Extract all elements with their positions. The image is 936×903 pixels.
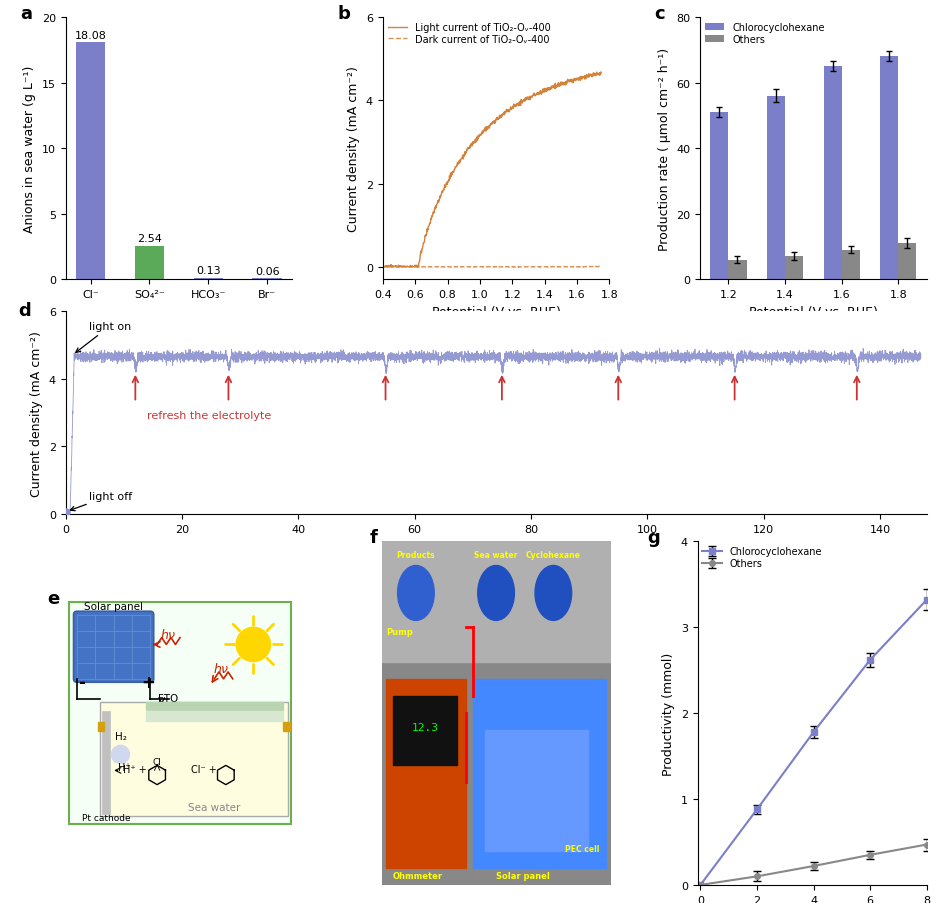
Bar — [76, 43, 105, 280]
Dark current of TiO₂-Oᵥ-400 — [510, 262, 521, 273]
Text: H⁺: H⁺ — [118, 762, 131, 773]
Light current of TiO₂-Oᵥ-400 — [391, 262, 402, 273]
Text: 2.54: 2.54 — [137, 234, 162, 244]
Text: Ohmmeter: Ohmmeter — [393, 871, 443, 880]
Bar — [824, 67, 841, 280]
Text: c: c — [654, 5, 665, 23]
Circle shape — [111, 745, 130, 764]
Text: H⁺ +: H⁺ + — [123, 764, 147, 774]
Text: refresh the electrolyte: refresh the electrolyte — [147, 410, 271, 420]
Text: light off: light off — [70, 491, 132, 511]
Text: a: a — [21, 5, 32, 23]
Legend: Chlorocyclohexane, Others: Chlorocyclohexane, Others — [703, 546, 822, 569]
Circle shape — [477, 566, 515, 620]
Dark current of TiO₂-Oᵥ-400 — [565, 262, 577, 273]
Text: FTO: FTO — [158, 693, 179, 703]
Bar — [382, 542, 610, 662]
Text: TiO₂-Oᵥ: TiO₂-Oᵥ — [196, 708, 233, 718]
Circle shape — [236, 628, 271, 662]
FancyBboxPatch shape — [74, 611, 154, 683]
FancyBboxPatch shape — [69, 602, 291, 824]
Light current of TiO₂-Oᵥ-400 — [595, 69, 607, 79]
X-axis label: Potential (V vs. RHE): Potential (V vs. RHE) — [431, 305, 561, 318]
Y-axis label: Current density (mA cm⁻²): Current density (mA cm⁻²) — [347, 66, 360, 232]
Y-axis label: Productivity (mmol): Productivity (mmol) — [662, 652, 675, 775]
X-axis label: Potential (V vs. RHE): Potential (V vs. RHE) — [749, 305, 878, 318]
Circle shape — [398, 566, 434, 620]
Text: e: e — [47, 590, 60, 608]
Bar — [841, 250, 860, 280]
Text: $h\nu$: $h\nu$ — [213, 661, 229, 675]
Text: 0.13: 0.13 — [196, 265, 221, 275]
Text: PEC cell: PEC cell — [564, 843, 599, 852]
Text: Products: Products — [397, 550, 435, 559]
Bar — [135, 247, 164, 280]
Text: f: f — [370, 528, 378, 546]
Light current of TiO₂-Oᵥ-400 — [377, 262, 388, 273]
Y-axis label: Anions in sea water (g L⁻¹): Anions in sea water (g L⁻¹) — [23, 65, 37, 233]
Light current of TiO₂-Oᵥ-400 — [565, 77, 577, 88]
Text: Sea water: Sea water — [188, 803, 241, 813]
Text: Cl: Cl — [153, 757, 162, 766]
Text: 0.06: 0.06 — [255, 266, 280, 276]
Legend: Light current of TiO₂-Oᵥ-400, Dark current of TiO₂-Oᵥ-400: Light current of TiO₂-Oᵥ-400, Dark curre… — [388, 23, 550, 45]
X-axis label: Time (h): Time (h) — [470, 540, 522, 553]
Y-axis label: Current density (mA cm⁻²): Current density (mA cm⁻²) — [30, 330, 43, 496]
Bar — [102, 711, 110, 814]
Text: -: - — [78, 674, 85, 692]
Text: Cl⁻ +: Cl⁻ + — [192, 764, 217, 774]
Text: d: d — [18, 302, 31, 320]
Text: Solar panel: Solar panel — [496, 871, 550, 880]
Text: b: b — [338, 5, 350, 23]
Bar — [485, 731, 588, 851]
Bar — [146, 702, 283, 710]
Light current of TiO₂-Oᵥ-400 — [377, 262, 388, 273]
Light current of TiO₂-Oᵥ-400 — [505, 105, 516, 116]
Bar — [880, 58, 899, 280]
Text: 12.3: 12.3 — [412, 722, 439, 732]
Bar — [393, 696, 457, 765]
Text: Solar panel: Solar panel — [84, 601, 143, 611]
Text: +: + — [141, 674, 155, 692]
Bar — [728, 260, 747, 280]
Light current of TiO₂-Oᵥ-400 — [517, 98, 528, 109]
Text: Sea water: Sea water — [475, 550, 518, 559]
Dark current of TiO₂-Oᵥ-400 — [505, 262, 516, 273]
Light current of TiO₂-Oᵥ-400 — [595, 68, 607, 79]
Text: H₂: H₂ — [115, 731, 126, 741]
Bar — [283, 722, 290, 731]
Bar — [146, 711, 283, 721]
Text: g: g — [647, 528, 660, 546]
Text: Cyclohexane: Cyclohexane — [526, 550, 580, 559]
Text: Pump: Pump — [387, 628, 413, 637]
Dark current of TiO₂-Oᵥ-400 — [595, 262, 607, 273]
Circle shape — [535, 566, 572, 620]
Text: Pt cathode: Pt cathode — [82, 813, 131, 822]
Dark current of TiO₂-Oᵥ-400 — [390, 262, 402, 273]
Bar — [387, 679, 466, 868]
Bar — [767, 97, 785, 280]
Dark current of TiO₂-Oᵥ-400 — [593, 262, 605, 273]
Bar — [474, 679, 606, 868]
Y-axis label: Production rate ( μmol cm⁻² h⁻¹): Production rate ( μmol cm⁻² h⁻¹) — [658, 48, 670, 250]
Dark current of TiO₂-Oᵥ-400 — [543, 262, 554, 273]
Bar — [899, 244, 916, 280]
Light current of TiO₂-Oᵥ-400 — [543, 84, 554, 95]
Light current of TiO₂-Oᵥ-400 — [510, 102, 521, 113]
Dark current of TiO₂-Oᵥ-400 — [446, 263, 457, 274]
Text: $h\nu$: $h\nu$ — [160, 627, 177, 641]
Text: light on: light on — [76, 321, 131, 353]
Dark current of TiO₂-Oᵥ-400 — [517, 262, 528, 273]
Bar — [710, 113, 728, 280]
Bar — [194, 278, 223, 280]
Legend: Chlorocyclohexane, Others: Chlorocyclohexane, Others — [705, 23, 825, 45]
FancyBboxPatch shape — [100, 702, 287, 816]
Bar — [785, 257, 803, 280]
Line: Light current of TiO₂-Oᵥ-400: Light current of TiO₂-Oᵥ-400 — [383, 73, 601, 267]
Bar — [97, 722, 105, 731]
Text: 18.08: 18.08 — [75, 31, 107, 41]
Dark current of TiO₂-Oᵥ-400 — [377, 262, 388, 273]
